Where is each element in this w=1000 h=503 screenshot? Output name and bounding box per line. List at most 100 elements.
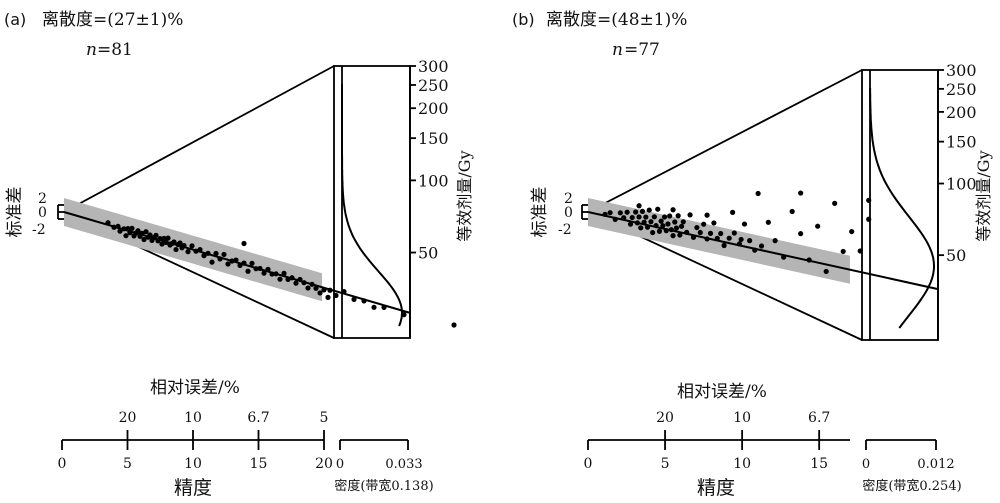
data-point [711, 220, 717, 226]
data-point [655, 206, 661, 212]
panel-a-std-tick-0: 0 [38, 205, 47, 221]
data-point [730, 209, 736, 215]
data-point [261, 270, 267, 276]
panel-b-precision-ticks: 0 5 10 15 [584, 440, 828, 472]
data-point [237, 262, 243, 269]
data-point [731, 230, 737, 236]
data-point [736, 241, 743, 247]
data-point [165, 235, 171, 241]
panel-b-relative-error-ticks: 20 10 6.7 [656, 410, 830, 440]
data-point [225, 261, 231, 267]
panel-a-density-label: 密度(带宽0.138) [334, 478, 433, 494]
data-point [265, 266, 271, 272]
data-point [159, 241, 165, 247]
panel-b-std-tick-0: 0 [564, 205, 573, 221]
data-point [201, 253, 207, 259]
data-point [721, 242, 727, 249]
data-point [629, 214, 635, 221]
panel-b-dose-axis-label: 等效剂量/Gy [974, 150, 993, 241]
data-point [687, 212, 693, 218]
data-point [738, 236, 744, 243]
panel-b-std-tick-2: 2 [564, 191, 573, 207]
data-point [602, 211, 608, 217]
data-point [678, 223, 685, 229]
data-point [141, 236, 147, 243]
panel-b-std-axis [581, 204, 588, 220]
precision-tick-label: 15 [250, 456, 268, 472]
panel-b-title: 离散度=(48±1)% [546, 10, 687, 30]
data-point [798, 190, 804, 196]
panel-b-label: (b) [512, 10, 535, 29]
data-point [607, 210, 613, 216]
precision-tick-label: 10 [733, 456, 751, 472]
panel-a-n-label: n [86, 40, 97, 60]
panel-b-n-label: n [612, 40, 623, 60]
panel-a-dose-axis-label: 等效剂量/Gy [455, 150, 474, 241]
data-point [221, 251, 227, 258]
data-point [832, 200, 838, 206]
data-point [823, 268, 829, 275]
data-point [866, 197, 872, 203]
data-point [648, 219, 654, 225]
data-point [209, 259, 215, 265]
data-point [123, 233, 129, 239]
data-point [758, 243, 765, 249]
data-point [171, 239, 177, 245]
data-point [636, 214, 642, 220]
data-point [697, 229, 703, 236]
panel-a-title: 离散度=(27±1)% [42, 10, 183, 30]
panel-b-std-axis-label: 标准差 [530, 187, 550, 238]
data-point [173, 246, 179, 253]
data-point [765, 219, 771, 225]
data-point [257, 265, 263, 272]
data-point [661, 214, 668, 220]
panel-a-points [105, 220, 457, 328]
data-point [673, 225, 680, 231]
dose-tick-label: 150 [946, 133, 977, 152]
data-point [641, 219, 647, 225]
data-point [241, 260, 247, 266]
data-point [665, 221, 671, 227]
dose-tick-label: 250 [946, 80, 977, 99]
data-point [371, 304, 377, 310]
data-point [643, 214, 649, 220]
panel-b-density-tick-max: 0.012 [917, 457, 954, 472]
data-point [185, 249, 191, 255]
data-point [636, 203, 642, 209]
data-point [293, 280, 299, 286]
data-point [351, 296, 357, 302]
data-point [684, 229, 690, 235]
data-point [755, 190, 761, 197]
precision-tick-label: 5 [661, 456, 670, 472]
data-point [701, 221, 707, 227]
relative-error-tick-label: 10 [184, 410, 202, 426]
data-point [857, 248, 863, 254]
data-point [789, 208, 795, 215]
data-point [153, 232, 159, 238]
panel-a-std-axis [57, 204, 64, 220]
data-point [281, 270, 287, 276]
precision-tick-label: 20 [315, 456, 333, 472]
data-point [718, 230, 724, 237]
data-point [612, 216, 618, 222]
panel-b-density-curve [869, 88, 935, 329]
panel-b-precision-label: 精度 [697, 477, 735, 499]
panel-a-relative-error-ticks: 20 10 6.7 5 [119, 410, 328, 440]
data-point [675, 213, 681, 219]
data-point [660, 223, 666, 229]
data-point [289, 275, 295, 281]
data-point [273, 271, 279, 277]
data-point [634, 220, 640, 226]
relative-error-tick-label: 20 [119, 410, 137, 426]
panel-a-relative-error-label: 相对误差/% [150, 378, 240, 398]
data-point [866, 216, 872, 222]
panel-a-wedge [61, 65, 335, 339]
precision-tick-label: 0 [58, 456, 67, 472]
data-point [680, 219, 686, 225]
precision-tick-label: 5 [123, 456, 132, 472]
data-point [714, 235, 720, 241]
data-point [277, 276, 283, 282]
